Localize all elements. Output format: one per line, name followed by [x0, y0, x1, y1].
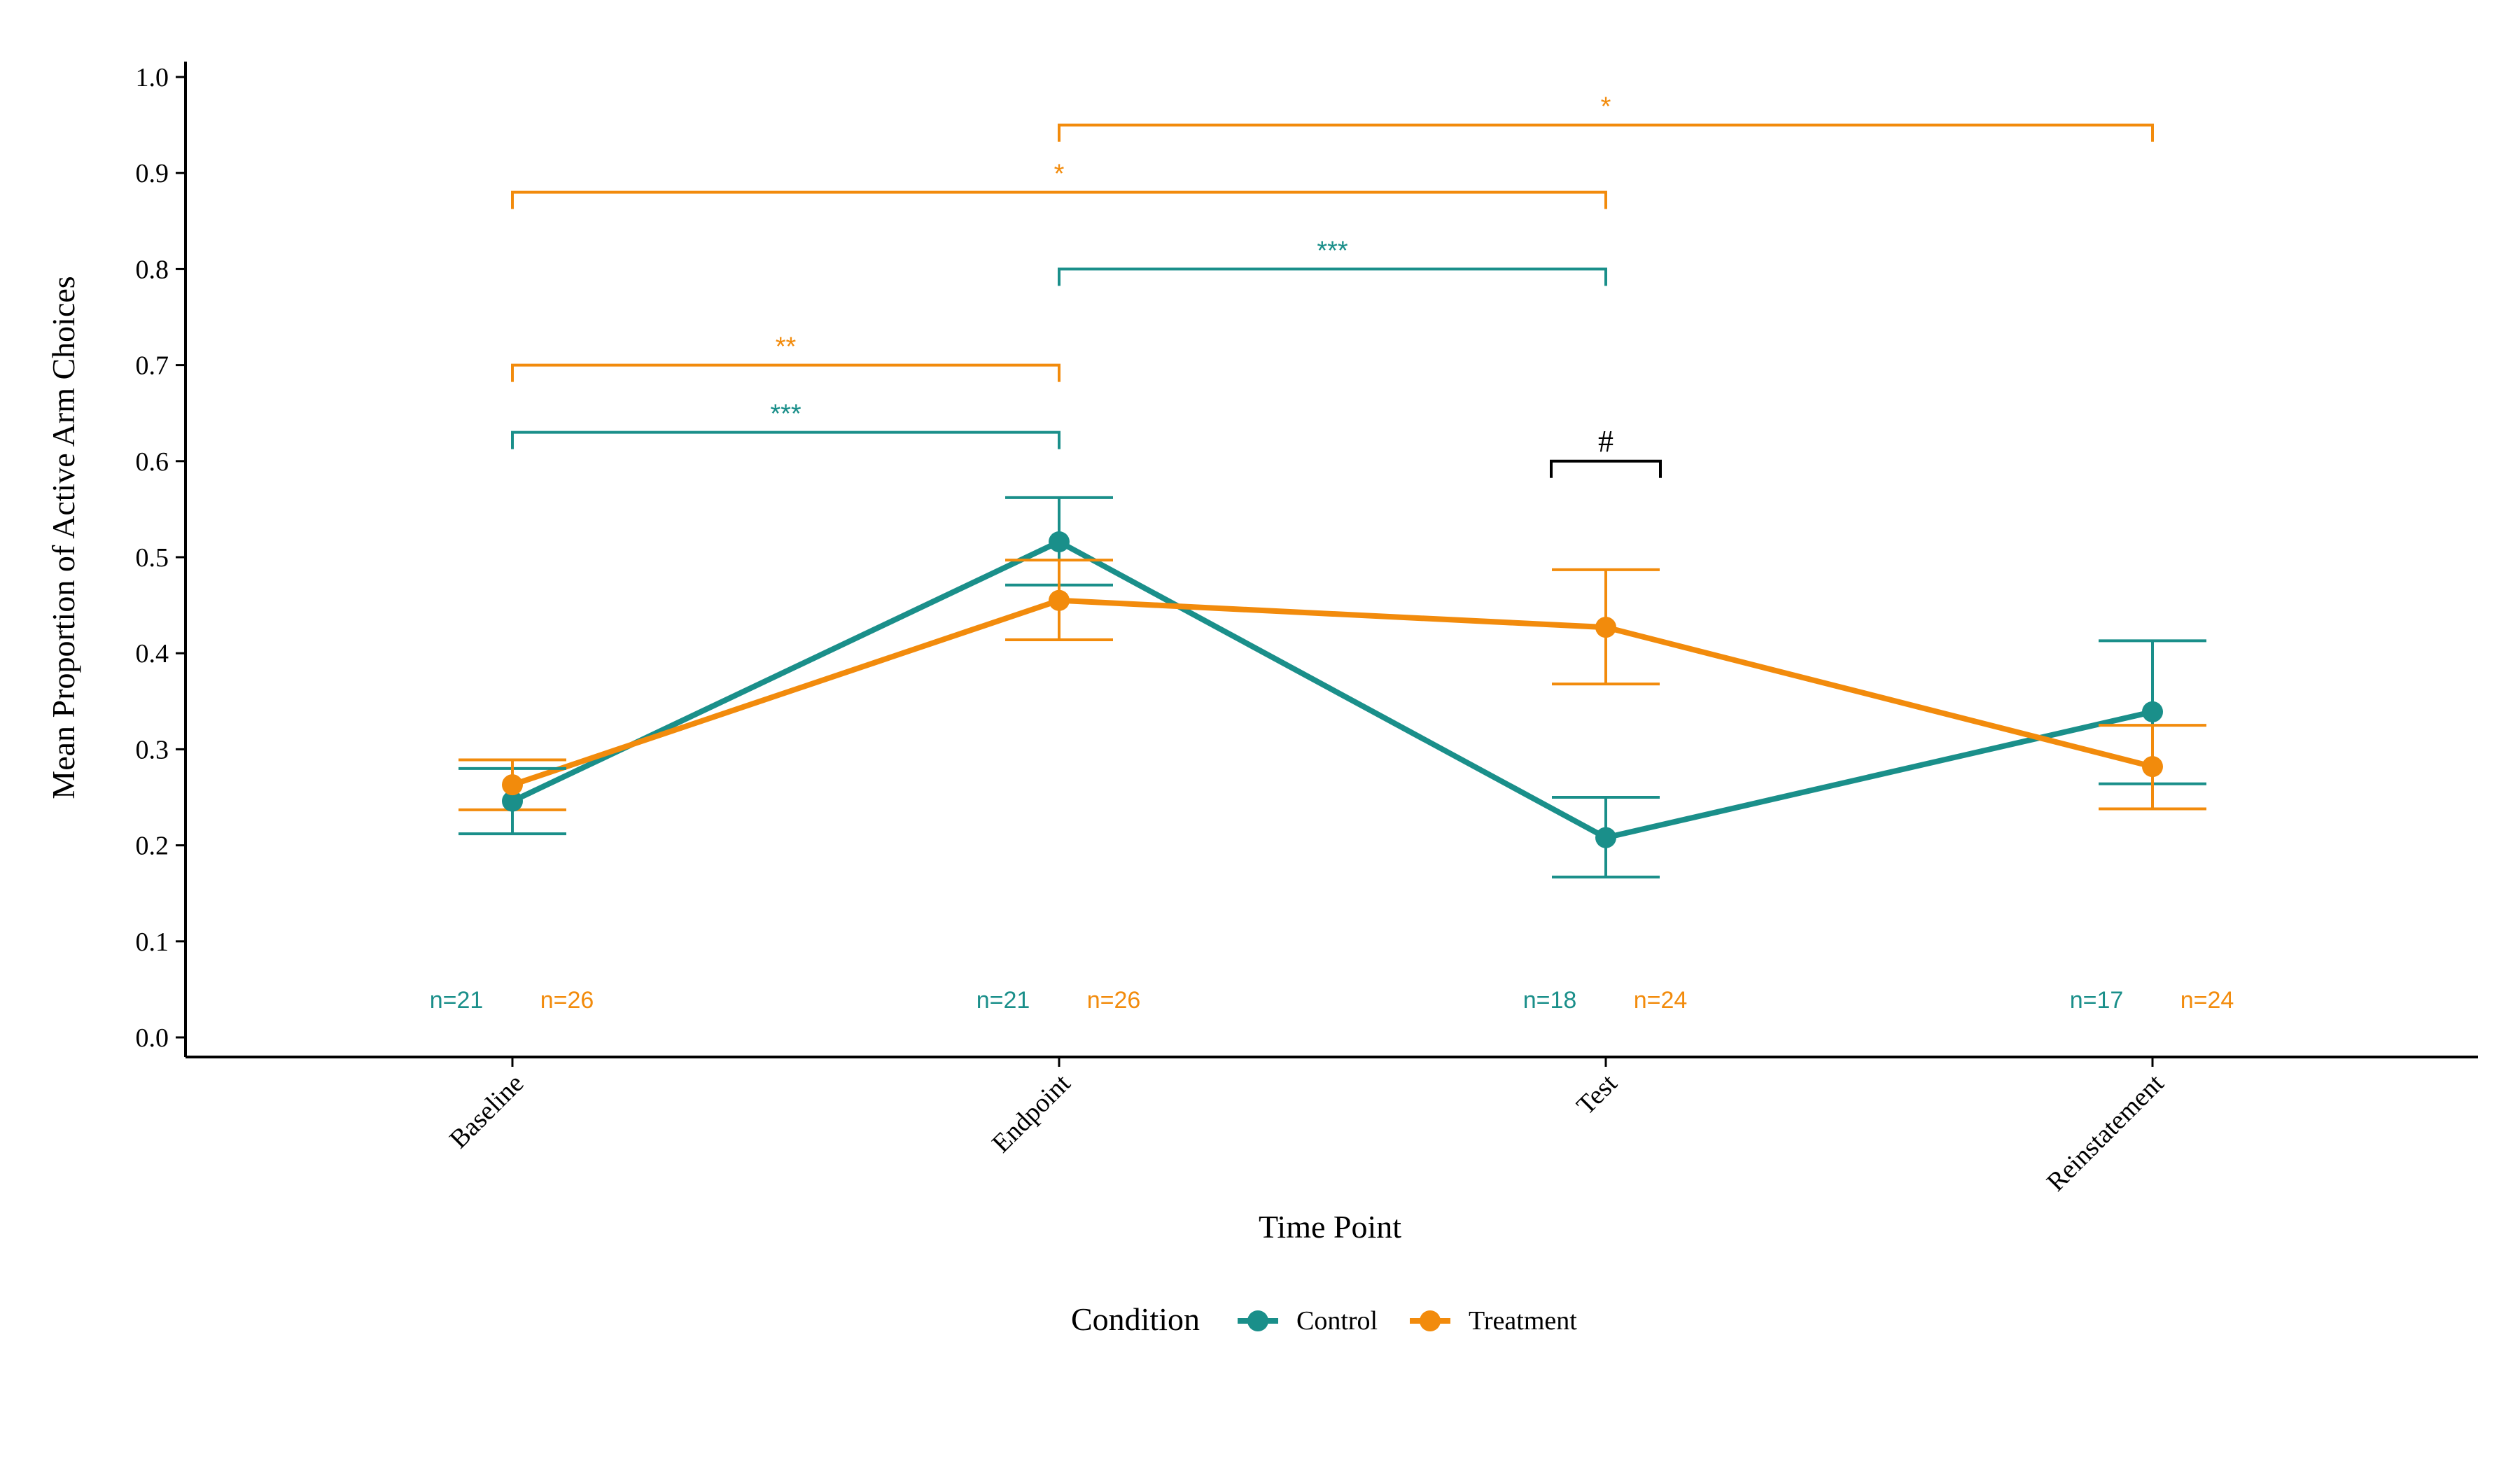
treatment-n-label: n=26: [540, 987, 594, 1014]
y-tick-label: 0.9: [136, 159, 169, 188]
significance-label: ***: [770, 400, 802, 429]
legend-title: Condition: [1071, 1301, 1200, 1337]
significance-label: *: [1054, 160, 1065, 189]
control-data-point: [1595, 827, 1616, 848]
y-tick-label: 0.4: [136, 639, 169, 668]
treatment-n-label: n=24: [2180, 987, 2234, 1014]
y-axis-title: Mean Proportion of Active Arm Choices: [46, 276, 81, 799]
y-tick-label: 0.5: [136, 543, 169, 573]
legend-swatch-point-control: [1247, 1310, 1268, 1331]
treatment-data-point: [2142, 756, 2163, 778]
x-tick-label: Endpoint: [986, 1068, 1077, 1158]
legend: Condition Control Treatment: [1071, 1301, 1577, 1337]
control-n-label: n=17: [2070, 987, 2124, 1014]
significance-bracket: [1058, 267, 1607, 286]
treatment-data-point: [1049, 589, 1070, 611]
y-tick-label: 0.1: [136, 927, 169, 957]
significance-label: *: [1601, 92, 1611, 122]
control-series-line: [511, 539, 2153, 841]
x-axis-title: Time Point: [1259, 1209, 1401, 1245]
sample-size-labels: n=21 n=21 n=18 n=17 n=26 n=26 n=24 n=24: [430, 987, 2234, 1014]
data-points: [502, 531, 2163, 848]
control-data-point: [2142, 701, 2163, 722]
significance-bracket: [511, 430, 1060, 449]
y-tick-label: 0.7: [136, 351, 169, 381]
x-tick-label: Reinstatement: [2041, 1068, 2170, 1197]
significance-bracket: [1058, 123, 2154, 142]
legend-items: Control Treatment: [1238, 1306, 1577, 1336]
series-lines: [511, 539, 2153, 841]
treatment-n-label: n=24: [1634, 987, 1688, 1014]
significance-bracket: [511, 363, 1060, 382]
y-tick-label: 0.2: [136, 832, 169, 861]
significance-label: #: [1598, 424, 1614, 458]
y-tick-label: 1.0: [136, 63, 169, 92]
control-n-label: n=18: [1523, 987, 1577, 1014]
y-ticks: 0.0 0.1 0.2 0.3 0.4 0.5 0.6 0.7 0.8 0.9 1.0: [136, 63, 186, 1053]
legend-swatch-point-treatment: [1420, 1310, 1441, 1331]
treatment-data-point: [1595, 617, 1616, 638]
x-ticks: Baseline Endpoint Test Reinstatement: [444, 1057, 2170, 1197]
y-tick-label: 0.8: [136, 255, 169, 284]
x-tick-label: Baseline: [444, 1069, 529, 1154]
legend-label-control: Control: [1296, 1306, 1378, 1336]
treatment-n-label: n=26: [1087, 987, 1141, 1014]
legend-item-control: Control: [1238, 1306, 1378, 1336]
significance-bracket: [511, 190, 1607, 209]
significance-label: ***: [1317, 236, 1348, 265]
treatment-series-line: [511, 597, 2153, 788]
treatment-data-point: [502, 774, 523, 796]
significance-bracket: [1550, 459, 1662, 478]
legend-item-treatment: Treatment: [1410, 1306, 1577, 1336]
legend-label-treatment: Treatment: [1469, 1306, 1577, 1336]
x-tick-label: Test: [1571, 1068, 1623, 1120]
significance-brackets: **********#: [511, 92, 2154, 478]
y-tick-label: 0.6: [136, 447, 169, 477]
control-n-label: n=21: [430, 987, 484, 1014]
y-tick-label: 0.3: [136, 735, 169, 764]
control-n-label: n=21: [976, 987, 1030, 1014]
control-data-point: [1049, 531, 1070, 553]
control-data-point: [502, 790, 523, 812]
y-tick-label: 0.0: [136, 1023, 169, 1053]
axes: 0.0 0.1 0.2 0.3 0.4 0.5 0.6 0.7 0.8 0.9 1.0 Baseli…: [136, 62, 2478, 1197]
significance-label: **: [776, 332, 797, 362]
